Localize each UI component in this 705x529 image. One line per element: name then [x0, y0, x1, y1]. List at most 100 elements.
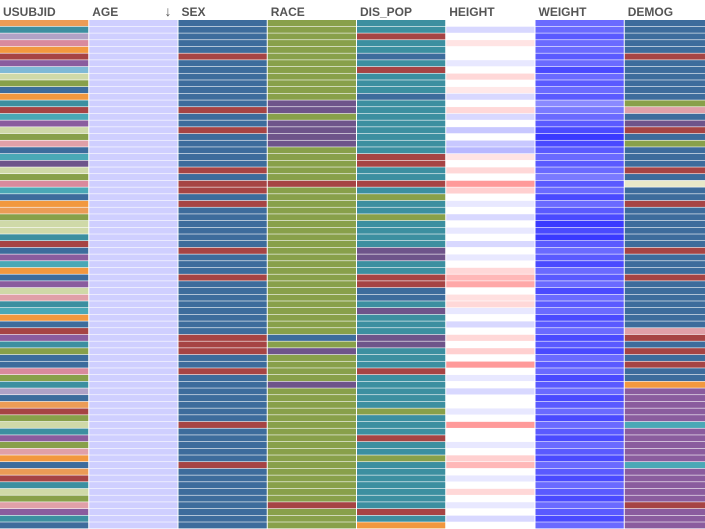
heatmap-cell-demog-row-60: [624, 421, 705, 428]
heatmap-cell-sex-row-47: [178, 334, 267, 341]
heatmap-cell-demog-row-66: [624, 462, 705, 469]
heatmap-cell-weight-row-32: [535, 234, 624, 241]
heatmap-cell-race-row-44: [267, 314, 356, 321]
heatmap-cell-weight-row-24: [535, 180, 624, 187]
heatmap-cell-race-row-25: [267, 187, 356, 194]
sort-arrow-icon[interactable]: ↓: [165, 3, 172, 19]
heatmap-cell-sex-row-48: [178, 341, 267, 348]
heatmap-cell-weight-row-71: [535, 495, 624, 502]
column-header-race[interactable]: RACE: [271, 5, 305, 19]
heatmap-cell-usubjid-row-56: [0, 395, 89, 402]
heatmap-cell-dis_pop-row-57: [357, 401, 446, 408]
heatmap-cell-dis_pop-row-19: [357, 147, 446, 154]
heatmap-cell-age-row-29: [89, 214, 178, 221]
column-header-age[interactable]: AGE: [92, 5, 118, 19]
heatmap-cell-usubjid-row-66: [0, 462, 89, 469]
column-header-height[interactable]: HEIGHT: [449, 5, 495, 19]
heatmap-cell-height-row-44: [446, 314, 535, 321]
heatmap-cell-dis_pop-row-31: [357, 227, 446, 234]
heatmap-cell-race-row-22: [267, 167, 356, 174]
heatmap-cell-age-row-5: [89, 53, 178, 60]
heatmap-cell-age-row-16: [89, 127, 178, 134]
heatmap-cell-race-row-33: [267, 241, 356, 248]
heatmap-cell-demog-row-15: [624, 120, 705, 127]
heatmap-cell-race-row-65: [267, 455, 356, 462]
heatmap-cell-dis_pop-row-68: [357, 475, 446, 482]
heatmap-cell-demog-row-40: [624, 287, 705, 294]
heatmap-cell-demog-row-67: [624, 468, 705, 475]
heatmap-cell-age-row-4: [89, 46, 178, 53]
heatmap-cell-usubjid-row-74: [0, 515, 89, 522]
heatmap-cell-weight-row-69: [535, 482, 624, 489]
heatmap-cell-age-row-25: [89, 187, 178, 194]
heatmap-cell-height-row-67: [446, 468, 535, 475]
heatmap-cell-race-row-34: [267, 247, 356, 254]
heatmap-cell-dis_pop-row-60: [357, 421, 446, 428]
heatmap-cell-age-row-55: [89, 388, 178, 395]
heatmap-cell-height-row-55: [446, 388, 535, 395]
heatmap-cell-weight-row-35: [535, 254, 624, 261]
column-header-demog[interactable]: DEMOG: [628, 5, 673, 19]
heatmap-cell-race-row-74: [267, 515, 356, 522]
heatmap-cell-demog-row-71: [624, 495, 705, 502]
heatmap-cell-age-row-15: [89, 120, 178, 127]
heatmap-cell-demog-row-55: [624, 388, 705, 395]
heatmap-cell-demog-row-63: [624, 441, 705, 449]
heatmap-cell-usubjid-row-59: [0, 415, 89, 422]
heatmap-cell-dis_pop-row-8: [357, 73, 446, 80]
heatmap-cell-age-row-21: [89, 160, 178, 167]
heatmap-cell-weight-row-50: [535, 354, 624, 361]
heatmap-cell-sex-row-54: [178, 381, 267, 388]
heatmap-cell-sex-row-64: [178, 448, 267, 455]
column-header-sex[interactable]: SEX: [182, 5, 206, 19]
heatmap-cell-dis_pop-row-4: [357, 46, 446, 53]
heatmap-cell-usubjid-row-40: [0, 287, 89, 294]
heatmap-cell-usubjid-row-27: [0, 200, 89, 207]
heatmap-cell-demog-row-13: [624, 107, 705, 114]
heatmap-cell-dis_pop-row-29: [357, 214, 446, 221]
heatmap-cell-dis_pop-row-71: [357, 495, 446, 502]
column-header-usubjid[interactable]: USUBJID: [3, 5, 56, 19]
heatmap-cell-usubjid-row-35: [0, 254, 89, 261]
heatmap-cell-age-row-37: [89, 267, 178, 274]
heatmap-cell-height-row-15: [446, 120, 535, 127]
heatmap-cell-demog-row-57: [624, 401, 705, 408]
heatmap-cell-weight-row-61: [535, 428, 624, 435]
heatmap-cell-height-row-43: [446, 307, 535, 315]
heatmap-cell-weight-row-39: [535, 281, 624, 288]
column-header-weight[interactable]: WEIGHT: [539, 5, 588, 19]
heatmap-cell-weight-row-13: [535, 107, 624, 114]
heatmap-cell-sex-row-6: [178, 60, 267, 67]
heatmap-cell-dis_pop-row-59: [357, 415, 446, 422]
heatmap-cell-race-row-71: [267, 495, 356, 502]
heatmap-cell-height-row-46: [446, 328, 535, 335]
heatmap-cell-age-row-70: [89, 488, 178, 495]
heatmap-cell-demog-row-7: [624, 66, 705, 73]
heatmap-cell-age-row-18: [89, 140, 178, 147]
heatmap-cell-age-row-69: [89, 482, 178, 489]
heatmap-cell-age-row-67: [89, 468, 178, 475]
heatmap-cell-height-row-56: [446, 395, 535, 402]
heatmap-cell-demog-row-73: [624, 508, 705, 516]
heatmap-cell-race-row-66: [267, 462, 356, 469]
heatmap-cell-weight-row-42: [535, 301, 624, 308]
heatmap-cell-dis_pop-row-14: [357, 113, 446, 120]
heatmap-cell-dis_pop-row-50: [357, 354, 446, 361]
heatmap-cell-dis_pop-row-44: [357, 314, 446, 321]
column-header-dis_pop[interactable]: DIS_POP: [360, 5, 412, 19]
heatmap-cell-race-row-26: [267, 194, 356, 201]
column-headers: USUBJID AGE ↓ SEX RACE DIS_POP HEIGHT WEIGHT DEM…: [3, 3, 673, 19]
heatmap-cell-usubjid-row-11: [0, 93, 89, 100]
heatmap-cell-dis_pop-row-41: [357, 294, 446, 301]
heatmap-cell-race-row-64: [267, 448, 356, 455]
heatmap-cell-race-row-7: [267, 66, 356, 73]
heatmap-cell-age-row-32: [89, 234, 178, 241]
heatmap-cell-demog-row-22: [624, 167, 705, 174]
heatmap-cell-sex-row-66: [178, 462, 267, 469]
heatmap-cell-weight-row-73: [535, 508, 624, 516]
heatmap-cell-usubjid-row-36: [0, 261, 89, 268]
heatmap-cell-height-row-13: [446, 107, 535, 114]
heatmap-cell-dis_pop-row-42: [357, 301, 446, 308]
heatmap-cell-usubjid-row-29: [0, 214, 89, 221]
heatmap-cell-dis_pop-row-52: [357, 368, 446, 375]
